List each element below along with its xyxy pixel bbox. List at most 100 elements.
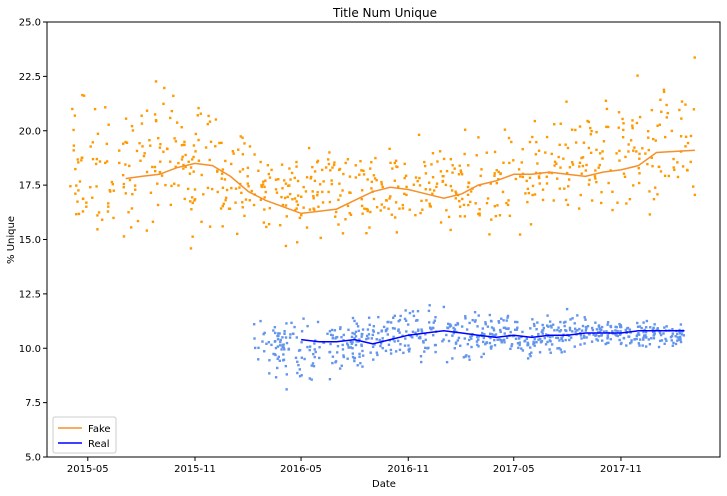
real-point [407, 348, 410, 351]
real-point [397, 329, 400, 332]
fake-point [366, 208, 369, 211]
fake-point [334, 215, 337, 218]
real-point [318, 356, 321, 360]
real-point [452, 331, 456, 335]
y-tick-label-3: 12.5 [19, 289, 41, 300]
fake-point [557, 155, 560, 159]
real-point [598, 327, 602, 330]
real-point [432, 321, 435, 324]
fake-point [633, 146, 636, 149]
fake-point [159, 160, 162, 163]
real-point [563, 324, 566, 328]
fake-point [368, 226, 371, 229]
fake-point [81, 210, 85, 213]
fake-point [432, 189, 436, 192]
real-point [540, 330, 544, 334]
real-point [411, 336, 414, 339]
fake-point [363, 207, 366, 210]
fake-point [149, 144, 152, 147]
fake-point [632, 184, 635, 187]
real-point [380, 330, 383, 333]
real-point [398, 318, 402, 322]
fake-point [428, 188, 432, 191]
fake-point [648, 213, 652, 216]
real-point [470, 337, 473, 340]
fake-point [455, 192, 458, 195]
fake-point [232, 152, 235, 155]
fake-point [466, 193, 470, 197]
real-point [557, 326, 560, 329]
real-point [351, 316, 355, 320]
real-point [300, 374, 303, 377]
real-point [591, 328, 595, 332]
real-point [636, 333, 639, 337]
real-point [354, 343, 358, 347]
fake-point [467, 181, 470, 184]
fake-point [333, 161, 336, 164]
real-point [669, 335, 673, 339]
real-point [482, 336, 486, 340]
fake-point [267, 172, 271, 176]
real-point [293, 325, 296, 329]
fake-point [129, 226, 133, 229]
real-point [430, 328, 433, 331]
fake-point [341, 232, 345, 235]
fake-point [578, 125, 582, 128]
fake-point [321, 190, 324, 194]
real-point [253, 346, 257, 350]
real-point [373, 343, 376, 346]
fake-point [541, 188, 545, 191]
real-point [454, 323, 457, 327]
legend-label-fake: Fake [88, 424, 111, 435]
fake-point [439, 221, 443, 224]
real-point [509, 330, 512, 334]
real-point [530, 351, 533, 354]
real-point [574, 330, 577, 333]
fake-point [605, 107, 609, 111]
fake-point [75, 212, 78, 216]
real-point [468, 338, 471, 342]
plot-area [46, 21, 721, 458]
real-point [470, 345, 473, 349]
real-point [335, 335, 339, 339]
real-point [349, 346, 353, 349]
fake-point [268, 176, 272, 179]
real-point [353, 359, 356, 363]
fake-point [162, 102, 165, 106]
fake-point [617, 126, 620, 129]
fake-point [121, 173, 125, 177]
real-point [369, 351, 372, 354]
fake-point [597, 166, 600, 169]
real-point [313, 348, 316, 351]
real-point [351, 352, 355, 355]
real-point [656, 327, 659, 330]
fake-point [308, 208, 312, 211]
y-axis-label: % Unique [6, 216, 17, 264]
real-point [676, 332, 679, 336]
fake-point [214, 145, 217, 148]
fake-point [535, 140, 538, 144]
real-point [284, 364, 288, 368]
real-point [678, 335, 682, 339]
real-point [451, 334, 454, 337]
fake-point [665, 103, 668, 107]
real-point [594, 321, 597, 324]
fake-point [462, 203, 466, 207]
real-point [360, 332, 364, 336]
real-point [389, 321, 393, 324]
fake-point [595, 148, 598, 152]
fake-point [318, 183, 322, 186]
fake-point [186, 187, 190, 191]
fake-point [401, 207, 405, 210]
fake-point [183, 140, 186, 144]
fake-point [295, 241, 299, 244]
real-point [342, 355, 346, 359]
fake-point [122, 182, 126, 186]
fake-point [89, 186, 92, 189]
real-point [517, 337, 521, 340]
real-point [273, 326, 277, 329]
fake-point [370, 187, 373, 190]
real-point [416, 329, 420, 332]
real-point [541, 323, 544, 327]
real-point [294, 356, 298, 360]
